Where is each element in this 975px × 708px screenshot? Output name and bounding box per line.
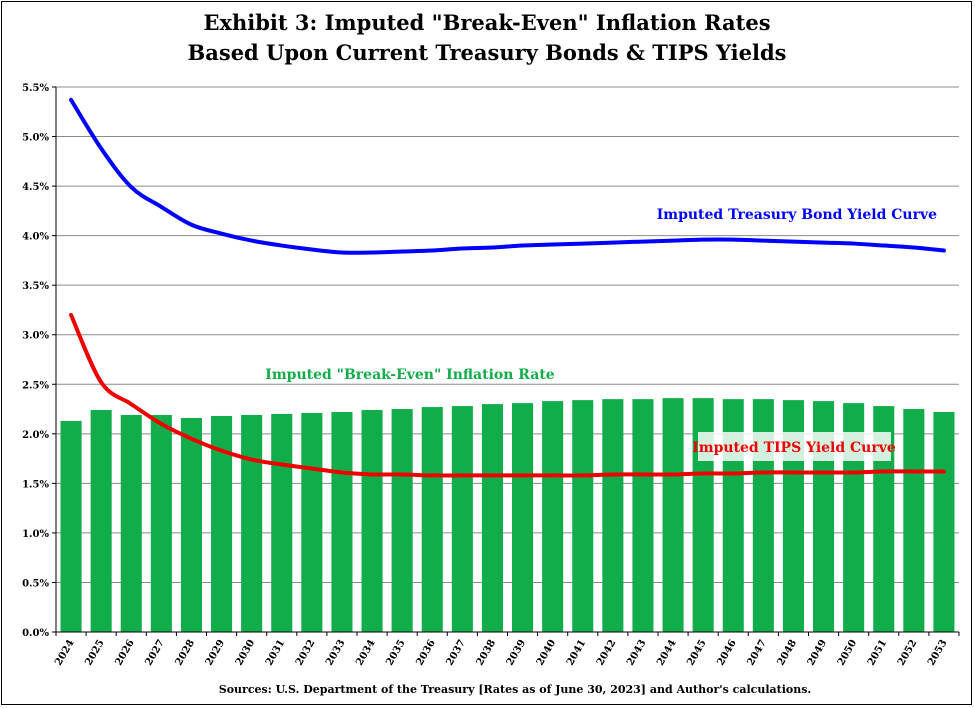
bar [451,406,473,632]
bar [512,403,534,632]
bar [60,420,82,632]
source-note: Sources: U.S. Department of the Treasury… [219,683,812,696]
y-tick-label: 5.5% [22,83,49,94]
bar [271,414,293,632]
y-tick-label: 1.5% [22,479,49,490]
x-tick-label: 2036 [414,638,437,668]
y-tick-label: 0.0% [22,628,49,639]
x-tick-label: 2045 [685,638,708,668]
bar [180,417,202,632]
bar [602,399,624,632]
x-tick-label: 2033 [324,638,347,668]
x-tick-label: 2028 [174,638,197,668]
y-tick-label: 3.0% [22,331,49,342]
x-tick-label: 2049 [806,638,829,668]
bar [632,399,654,632]
x-tick-label: 2052 [896,638,919,668]
y-tick-label: 4.0% [22,232,49,243]
bar [662,398,684,632]
bar [873,406,895,632]
x-tick-label: 2039 [505,638,528,668]
bar [542,401,564,632]
bar [241,414,263,632]
x-tick-label: 2035 [384,638,407,668]
treasury-curve-label: Imputed Treasury Bond Yield Curve [657,207,937,223]
bar [903,409,925,632]
bar [933,412,955,632]
bar [331,412,353,632]
breakeven-label: Imputed "Break-Even" Inflation Rate [265,367,554,383]
bar [90,410,112,632]
x-tick-label: 2043 [625,638,648,668]
bar [301,413,323,632]
x-tick-label: 2048 [776,638,799,668]
x-tick-label: 2029 [204,638,227,668]
x-tick-label: 2040 [535,638,558,668]
line-series [69,97,946,478]
x-tick-label: 2041 [565,638,588,668]
bar [391,409,413,632]
series-labels: Imputed Treasury Bond Yield Curve Imputed… [265,207,937,461]
x-tick-label: 2024 [53,638,76,668]
x-tick-label: 2032 [294,638,317,668]
x-tick-label: 2034 [354,638,377,668]
bar [120,414,142,632]
y-tick-label: 0.5% [22,578,49,589]
x-tick-label: 2027 [143,638,166,668]
x-tick-label: 2046 [715,638,738,668]
chart-title-line2: Based Upon Current Treasury Bonds & TIPS… [188,40,787,65]
x-tick-label: 2025 [83,638,106,668]
bar [572,400,594,632]
x-tick-label: 2050 [836,638,859,668]
bar [361,410,383,632]
x-tick-label: 2053 [926,638,949,668]
x-tick-label: 2031 [264,638,287,668]
chart-title-line1: Exhibit 3: Imputed "Break-Even" Inflatio… [203,10,770,35]
y-tick-label: 5.0% [22,133,49,144]
tips-label-background [698,432,891,461]
bar [481,404,503,632]
series-line [69,97,946,255]
y-tick-label: 3.5% [22,281,49,292]
tips-curve-label: Imputed TIPS Yield Curve [692,440,896,456]
x-tick-label: 2037 [444,638,467,668]
x-tick-label: 2030 [234,638,257,668]
x-tick-label: 2051 [866,638,889,668]
y-tick-label: 4.5% [22,182,49,193]
x-tick-label: 2044 [655,638,678,668]
y-tick-label: 2.0% [22,430,49,441]
series-line [69,312,946,478]
bar [421,407,443,632]
x-tick-label: 2026 [113,638,136,668]
y-tick-label: 2.5% [22,380,49,391]
y-tick-label: 1.0% [22,529,49,540]
x-tick-label: 2047 [745,638,768,668]
bar [211,415,233,632]
x-tick-label: 2042 [595,638,618,668]
bar [150,414,172,632]
x-tick-label: 2038 [475,638,498,668]
